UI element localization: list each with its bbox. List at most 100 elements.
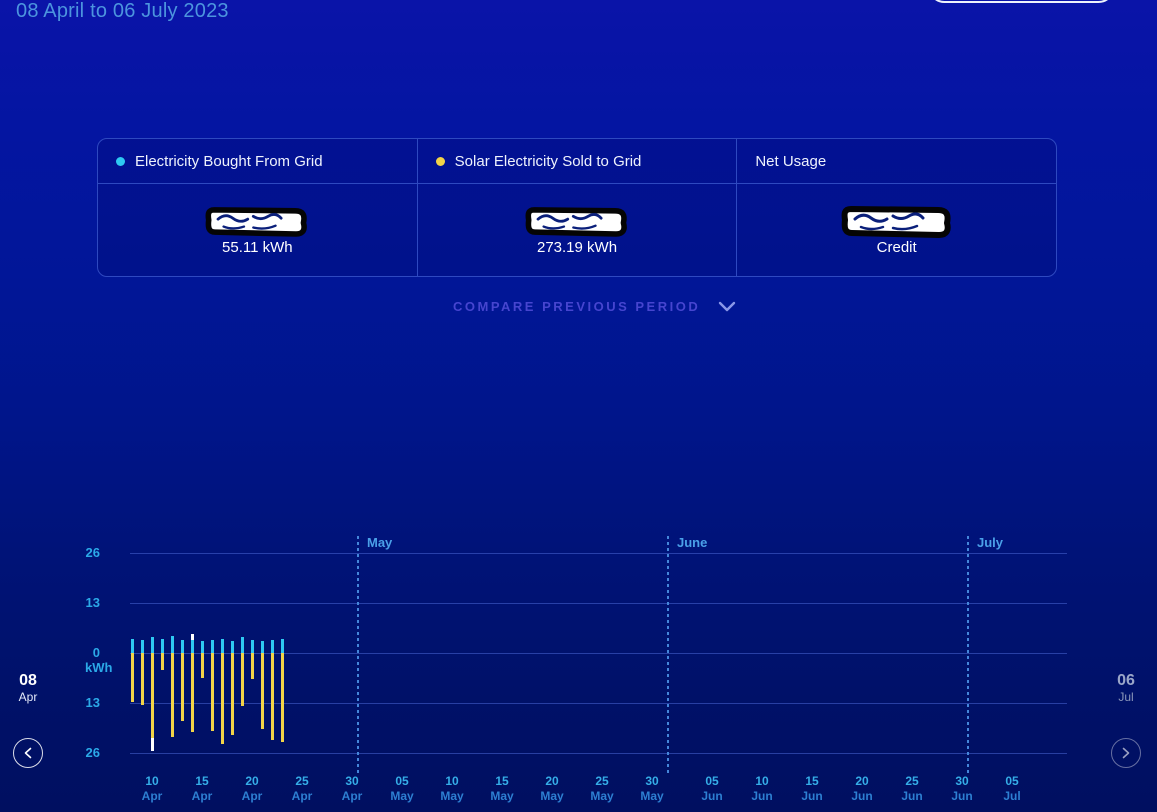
- x-tick-month: Jul: [1003, 789, 1021, 803]
- summary-card: Net Usage Credit: [736, 139, 1057, 276]
- chart-range-end-month: Jul: [1118, 690, 1134, 704]
- x-tick-month: Apr: [291, 789, 313, 803]
- x-axis-tick-label: 10 Apr: [130, 774, 174, 804]
- bar-electricity-bought[interactable]: [170, 636, 174, 653]
- bar-bought-highlight[interactable]: [190, 633, 194, 640]
- x-axis-tick-label: 20 May: [530, 774, 574, 804]
- bar-electricity-bought[interactable]: [270, 639, 274, 653]
- x-tick-day: 30: [955, 774, 969, 788]
- bar-solar-sold[interactable]: [220, 653, 224, 744]
- x-tick-day: 20: [245, 774, 259, 788]
- bar-solar-sold[interactable]: [210, 653, 214, 732]
- bar-electricity-bought[interactable]: [250, 639, 254, 653]
- bar-solar-sold[interactable]: [170, 653, 174, 737]
- x-tick-day: 30: [345, 774, 359, 788]
- x-tick-day: 10: [145, 774, 159, 788]
- summary-card: Electricity Bought From Grid 55.11 kWh: [98, 139, 417, 276]
- x-tick-month: Apr: [191, 789, 213, 803]
- summary-card-body: 55.11 kWh: [98, 184, 417, 276]
- bar-electricity-bought[interactable]: [130, 639, 134, 653]
- x-tick-month: Apr: [241, 789, 263, 803]
- bar-electricity-bought[interactable]: [220, 639, 224, 653]
- month-separator-line: [667, 536, 669, 776]
- prev-period-button[interactable]: [13, 738, 43, 768]
- summary-card-header[interactable]: Electricity Bought From Grid: [98, 139, 417, 184]
- bar-solar-sold[interactable]: [270, 653, 274, 741]
- bar-sold-highlight[interactable]: [150, 738, 154, 752]
- x-tick-month: Jun: [801, 789, 823, 803]
- redacted-amount: [205, 207, 308, 237]
- chart-range-start: 08 Apr: [8, 672, 48, 704]
- bar-electricity-bought[interactable]: [180, 639, 184, 653]
- redacted-amount: [841, 206, 951, 238]
- next-period-button[interactable]: [1111, 738, 1141, 768]
- summary-card-label: Net Usage: [755, 152, 827, 170]
- summary-card-body: Credit: [737, 184, 1056, 276]
- bar-solar-sold[interactable]: [180, 653, 184, 722]
- summary-card-label: Solar Electricity Sold to Grid: [454, 152, 642, 170]
- x-tick-month: May: [640, 789, 664, 803]
- y-axis-tick-label: 0: [92, 645, 100, 660]
- bar-solar-sold[interactable]: [280, 653, 284, 743]
- bar-solar-sold[interactable]: [260, 653, 264, 730]
- bar-electricity-bought[interactable]: [150, 636, 154, 653]
- bar-solar-sold[interactable]: [200, 653, 204, 678]
- bar-electricity-bought[interactable]: [160, 639, 164, 653]
- bar-electricity-bought[interactable]: [280, 639, 284, 653]
- bar-solar-sold[interactable]: [160, 653, 164, 671]
- legend-dot-icon: [435, 156, 445, 166]
- summary-card-value: Credit: [876, 239, 917, 256]
- bar-electricity-bought[interactable]: [260, 641, 264, 653]
- x-tick-day: 20: [855, 774, 869, 788]
- x-axis-tick-label: 30 May: [630, 774, 674, 804]
- x-axis-tick-label: 20 Apr: [230, 774, 274, 804]
- bar-electricity-bought[interactable]: [240, 636, 244, 653]
- bar-electricity-bought[interactable]: [200, 641, 204, 653]
- summary-card-value: 273.19 kWh: [536, 239, 618, 256]
- chart-range-end-day: 06: [1117, 672, 1135, 689]
- bar-solar-sold[interactable]: [190, 653, 194, 732]
- y-axis-tick-label: 26: [85, 545, 100, 560]
- bar-electricity-bought[interactable]: [210, 639, 214, 653]
- bar-electricity-bought[interactable]: [190, 639, 194, 653]
- x-tick-month: May: [390, 789, 414, 803]
- legend-dot-icon: [116, 156, 125, 166]
- x-tick-day: 10: [445, 774, 459, 788]
- x-axis-tick-label: 25 May: [580, 774, 624, 804]
- bar-solar-sold[interactable]: [130, 653, 134, 703]
- chart-range-start-month: Apr: [18, 690, 38, 704]
- x-tick-month: May: [440, 789, 464, 803]
- y-axis-tick-label: 13: [85, 595, 100, 610]
- summary-card-body: 273.19 kWh: [418, 184, 737, 276]
- x-axis-tick-label: 10 May: [430, 774, 474, 804]
- bar-solar-sold[interactable]: [150, 653, 154, 738]
- bar-solar-sold[interactable]: [140, 653, 144, 705]
- y-axis-tick-label: 13: [85, 695, 100, 710]
- gridline: [130, 603, 1067, 604]
- x-axis-tick-label: 15 Apr: [180, 774, 224, 804]
- bar-electricity-bought[interactable]: [140, 639, 144, 653]
- x-tick-day: 05: [395, 774, 409, 788]
- month-separator-line: [357, 536, 359, 776]
- compare-previous-period-button[interactable]: COMPARE PREVIOUS PERIOD: [453, 299, 736, 314]
- chart-range-end: 06 Jul: [1106, 672, 1146, 704]
- x-axis-tick-label: 30 Jun: [940, 774, 984, 804]
- x-tick-day: 20: [545, 774, 559, 788]
- x-tick-day: 10: [755, 774, 769, 788]
- x-axis-tick-label: 10 Jun: [740, 774, 784, 804]
- summary-cards: Electricity Bought From Grid 55.11 kWh S…: [97, 138, 1057, 277]
- month-label: June: [677, 535, 708, 550]
- y-axis-tick-label: 26: [85, 745, 100, 760]
- x-tick-day: 15: [805, 774, 819, 788]
- bar-solar-sold[interactable]: [230, 653, 234, 736]
- summary-card-header[interactable]: Solar Electricity Sold to Grid: [417, 139, 737, 184]
- bar-electricity-bought[interactable]: [230, 641, 234, 653]
- x-axis-tick-label: 25 Apr: [280, 774, 324, 804]
- chevron-right-icon: [1121, 747, 1131, 759]
- x-tick-month: May: [590, 789, 614, 803]
- bar-solar-sold[interactable]: [250, 653, 254, 680]
- x-tick-day: 25: [905, 774, 919, 788]
- bar-solar-sold[interactable]: [240, 653, 244, 706]
- summary-card-header[interactable]: Net Usage: [737, 139, 1057, 184]
